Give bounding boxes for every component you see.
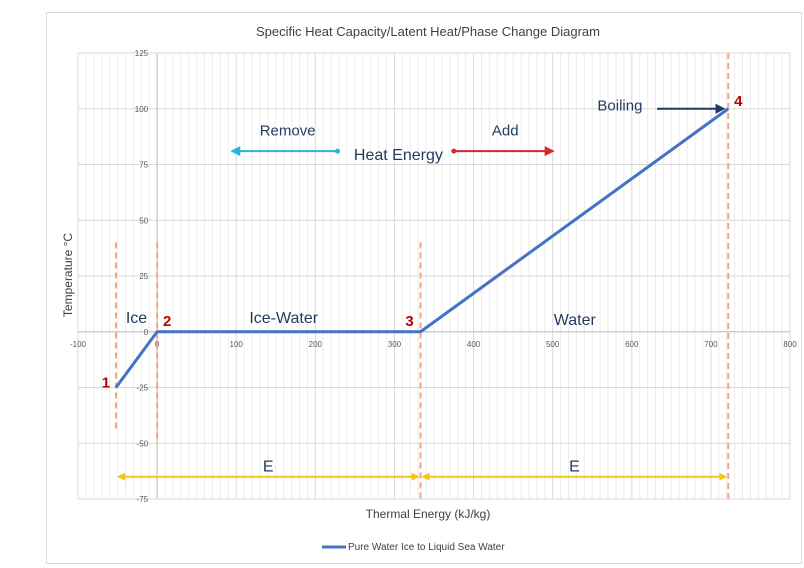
x-tick-label: 200 (309, 340, 323, 349)
x-tick-label: 700 (704, 340, 718, 349)
y-tick-label: 125 (135, 49, 149, 58)
phase-label: Ice (126, 310, 147, 327)
remove-arrow-dot (334, 148, 340, 154)
x-tick-label: 400 (467, 340, 481, 349)
add-arrow-dot (451, 148, 457, 154)
x-tick-label: 300 (388, 340, 402, 349)
legend-label: Pure Water Ice to Liquid Sea Water (348, 542, 505, 553)
remove-label: Remove (260, 123, 316, 140)
y-tick-label: 0 (144, 328, 149, 337)
y-axis-title: Temperature °C (61, 233, 75, 317)
y-tick-label: 100 (135, 105, 149, 114)
phase-number: 3 (405, 313, 413, 330)
x-tick-label: 600 (625, 340, 639, 349)
legend: Pure Water Ice to Liquid Sea Water (322, 542, 505, 553)
boiling-label: Boiling (597, 98, 642, 115)
x-axis-title: Thermal Energy (kJ/kg) (366, 507, 491, 521)
series-line (114, 107, 730, 389)
phase-number: 4 (734, 93, 743, 110)
chart-title: Specific Heat Capacity/Latent Heat/Phase… (256, 24, 600, 39)
add-label: Add (492, 123, 519, 140)
energy-span-label: E (569, 459, 580, 476)
y-tick-label: -25 (137, 384, 149, 393)
y-tick-label: 75 (139, 161, 148, 170)
phase-label: Water (554, 312, 597, 329)
phase-label: Ice-Water (249, 310, 318, 327)
heat-energy-label: Heat Energy (354, 147, 443, 164)
x-tick-label: 100 (230, 340, 244, 349)
x-tick-label: -100 (70, 340, 87, 349)
y-tick-label: -50 (137, 439, 149, 448)
grid (77, 52, 791, 500)
y-tick-label: -75 (137, 495, 149, 504)
phase-number: 2 (163, 313, 171, 330)
y-tick-label: 25 (139, 272, 148, 281)
energy-span-label: E (263, 459, 274, 476)
x-tick-label: 800 (783, 340, 797, 349)
phase-boundaries (114, 53, 730, 499)
phase-number: 1 (102, 375, 110, 392)
chart-frame (46, 12, 802, 564)
tick-labels: -1000100200300400500600700800-75-50-2502… (70, 49, 797, 504)
x-tick-label: 500 (546, 340, 560, 349)
annotations: 1 2 3 4 Ice Ice-Water Water E E Remove Add Heat Ene… (102, 93, 743, 481)
y-tick-label: 50 (139, 216, 148, 225)
series-layer (114, 107, 730, 389)
